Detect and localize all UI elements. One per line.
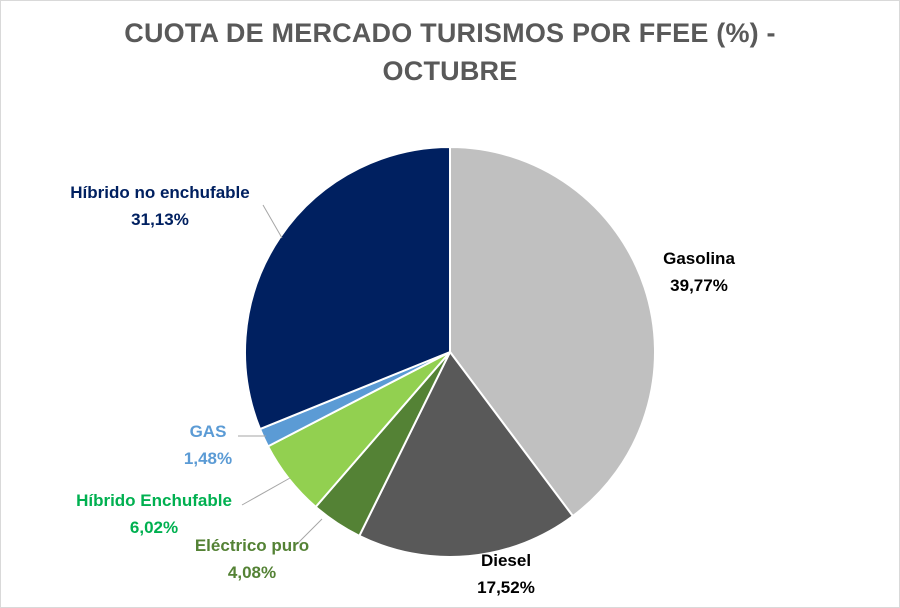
data-label-value-diesel: 17,52% (477, 578, 535, 597)
data-label-name-eléctrico-puro: Eléctrico puro (195, 536, 309, 555)
chart-title-line2: OCTUBRE (382, 56, 518, 86)
data-label-name-diesel: Diesel (481, 551, 531, 570)
leader-line-híbrido-no-enchufable (262, 204, 283, 239)
data-label-value-híbrido-enchufable: 6,02% (130, 518, 178, 537)
pie-slice-diesel (358, 350, 575, 558)
data-label-name-híbrido-no-enchufable: Híbrido no enchufable (70, 183, 249, 202)
data-label-value-eléctrico-puro: 4,08% (228, 563, 276, 582)
leader-line-híbrido-enchufable (241, 477, 291, 506)
data-label-value-gasolina: 39,77% (670, 276, 728, 295)
data-label-name-gasolina: Gasolina (663, 249, 735, 268)
chart-title-line1: CUOTA DE MERCADO TURISMOS POR FFEE (%) - (124, 18, 776, 48)
data-label-name-gas: GAS (190, 422, 227, 441)
chart-title: CUOTA DE MERCADO TURISMOS POR FFEE (%) -… (0, 14, 900, 90)
data-label-value-híbrido-no-enchufable: 31,13% (131, 210, 189, 229)
pie-slice-híbrido-no-enchufable (244, 145, 451, 431)
data-label-name-híbrido-enchufable: Híbrido Enchufable (76, 491, 232, 510)
pie-slice-gasolina (449, 145, 656, 518)
leader-line-eléctrico-puro (295, 518, 323, 546)
data-label-value-gas: 1,48% (184, 449, 232, 468)
